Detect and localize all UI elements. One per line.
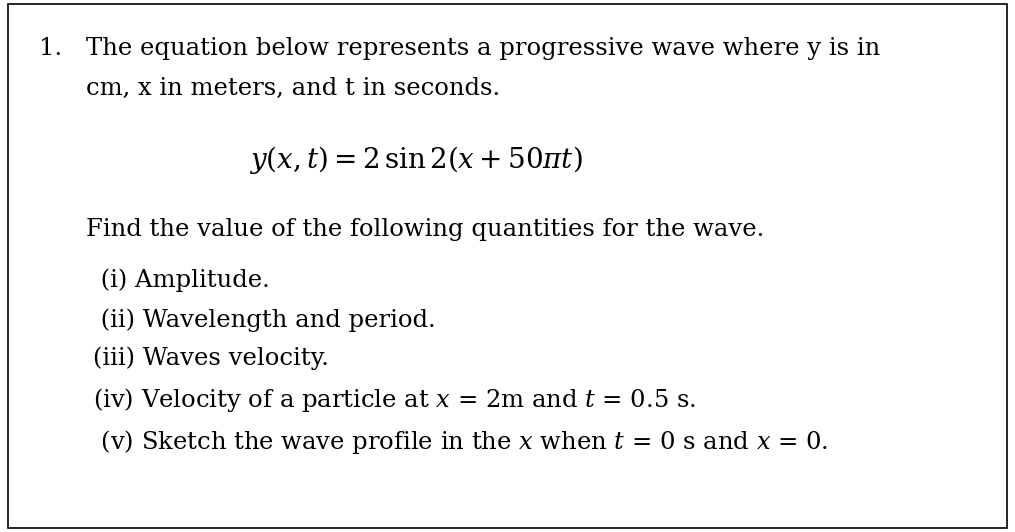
Text: $y(x,t) = 2\,\mathrm{sin}\,2(x + 50\pi t)$: $y(x,t) = 2\,\mathrm{sin}\,2(x + 50\pi t… (249, 144, 583, 176)
Text: cm, x in meters, and t in seconds.: cm, x in meters, and t in seconds. (86, 77, 500, 100)
Text: (ii) Wavelength and period.: (ii) Wavelength and period. (93, 309, 436, 332)
Text: (iv) Velocity of a particle at $x$ = 2m and $t$ = 0.5 s.: (iv) Velocity of a particle at $x$ = 2m … (93, 386, 696, 414)
Text: (i) Amplitude.: (i) Amplitude. (93, 269, 270, 292)
Text: Find the value of the following quantities for the wave.: Find the value of the following quantiti… (86, 218, 764, 241)
Text: The equation below represents a progressive wave where y is in: The equation below represents a progress… (86, 37, 881, 60)
Text: 1.: 1. (39, 37, 62, 60)
Text: (v) Sketch the wave profile in the $x$ when $t$ = 0 s and $x$ = 0.: (v) Sketch the wave profile in the $x$ w… (93, 428, 828, 456)
Text: (iii) Waves velocity.: (iii) Waves velocity. (93, 347, 329, 370)
